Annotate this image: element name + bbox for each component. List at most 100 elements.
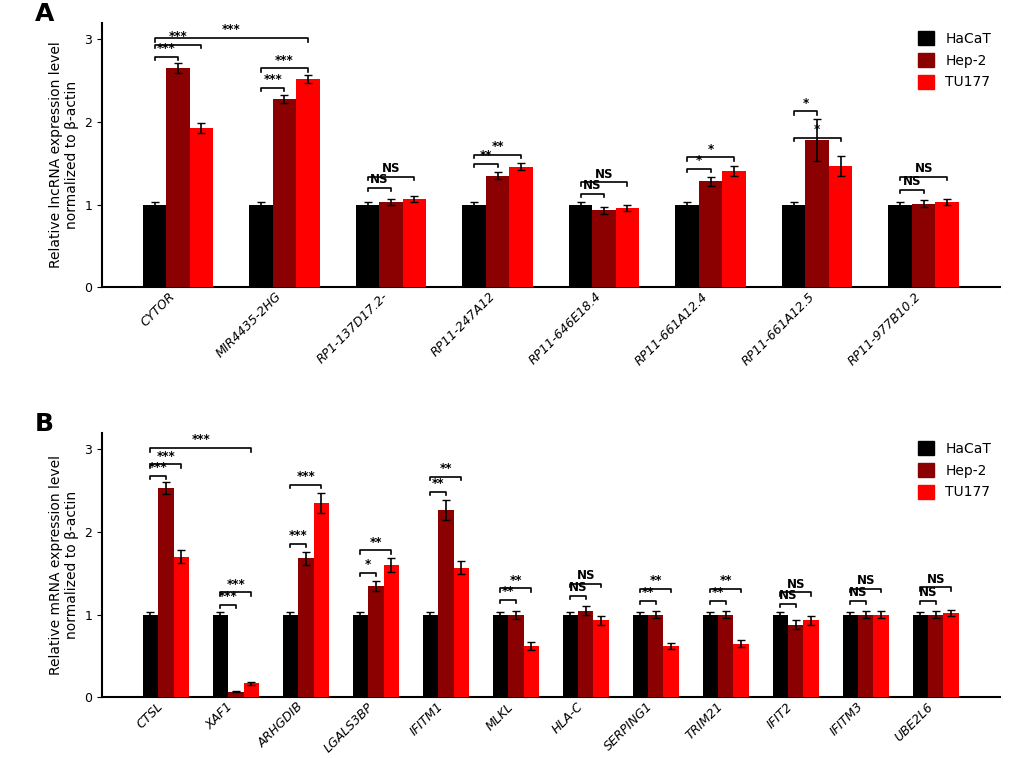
Bar <box>158 488 173 697</box>
Bar <box>298 559 313 697</box>
Bar <box>771 615 788 697</box>
Text: NS: NS <box>569 581 587 594</box>
Bar <box>422 615 438 697</box>
Bar <box>244 683 259 697</box>
Bar <box>788 625 803 697</box>
Bar <box>403 199 426 287</box>
Bar <box>912 615 927 697</box>
Bar <box>562 615 578 697</box>
Text: ***: *** <box>149 461 167 475</box>
Bar <box>166 68 190 287</box>
Text: **: ** <box>431 477 444 490</box>
Bar <box>842 615 857 697</box>
Legend: HaCaT, Hep-2, TU177: HaCaT, Hep-2, TU177 <box>911 436 996 505</box>
Text: NS: NS <box>594 168 612 180</box>
Text: B: B <box>35 412 54 436</box>
Text: ***: *** <box>221 23 240 36</box>
Text: *: * <box>707 143 713 156</box>
Bar <box>353 615 368 697</box>
Text: ***: *** <box>226 578 245 590</box>
Bar <box>717 615 733 697</box>
Text: ***: *** <box>288 529 308 542</box>
Text: ***: *** <box>219 590 237 603</box>
Text: **: ** <box>439 462 451 475</box>
Text: **: ** <box>510 574 522 587</box>
Text: ***: *** <box>156 449 175 462</box>
Text: A: A <box>35 2 54 26</box>
Text: **: ** <box>491 140 503 153</box>
Bar <box>934 202 958 287</box>
Bar <box>803 621 818 697</box>
Y-axis label: Relative lncRNA expression level
normalized to β-actin: Relative lncRNA expression level normali… <box>49 42 78 268</box>
Text: *: * <box>695 155 701 168</box>
Bar <box>943 613 958 697</box>
Text: NS: NS <box>902 175 920 188</box>
Bar <box>805 140 828 287</box>
Text: NS: NS <box>583 179 601 193</box>
Bar <box>438 509 453 697</box>
Bar <box>872 615 888 697</box>
Text: ***: *** <box>157 42 175 55</box>
Legend: HaCaT, Hep-2, TU177: HaCaT, Hep-2, TU177 <box>911 26 996 95</box>
Bar <box>733 644 748 697</box>
Text: **: ** <box>641 586 653 599</box>
Bar <box>143 615 158 697</box>
Bar <box>383 565 398 697</box>
Text: NS: NS <box>848 586 866 599</box>
Bar <box>662 646 679 697</box>
Bar <box>782 205 805 287</box>
Text: **: ** <box>649 575 661 587</box>
Bar <box>143 205 166 287</box>
Text: ***: *** <box>263 74 282 86</box>
Text: NS: NS <box>370 174 388 186</box>
Bar <box>368 586 383 697</box>
Bar <box>698 181 721 287</box>
Bar <box>927 615 943 697</box>
Bar <box>213 615 228 697</box>
Text: **: ** <box>369 536 382 549</box>
Bar <box>453 568 469 697</box>
Bar <box>857 615 872 697</box>
Bar <box>828 166 852 287</box>
Bar <box>721 171 745 287</box>
Text: NS: NS <box>786 578 804 590</box>
Text: NS: NS <box>576 569 594 582</box>
Text: ***: *** <box>297 470 315 484</box>
Text: **: ** <box>711 586 723 599</box>
Bar <box>592 211 615 287</box>
Bar <box>492 615 507 697</box>
Bar <box>507 615 523 697</box>
Bar <box>888 205 911 287</box>
Text: NS: NS <box>779 589 797 603</box>
Text: NS: NS <box>925 573 944 586</box>
Bar <box>228 691 244 697</box>
Bar <box>911 204 934 287</box>
Bar <box>249 205 272 287</box>
Bar <box>313 503 329 697</box>
Bar <box>578 610 593 697</box>
Bar <box>485 176 508 287</box>
Text: **: ** <box>501 585 514 598</box>
Text: *: * <box>365 558 371 571</box>
Bar <box>569 205 592 287</box>
Bar <box>593 621 608 697</box>
Bar <box>190 128 213 287</box>
Bar <box>462 205 485 287</box>
Bar <box>702 615 717 697</box>
Bar <box>272 99 296 287</box>
Bar <box>508 167 532 287</box>
Bar <box>282 615 298 697</box>
Bar <box>296 79 319 287</box>
Text: NS: NS <box>918 586 936 599</box>
Bar <box>379 202 403 287</box>
Text: NS: NS <box>856 575 874 587</box>
Bar <box>647 615 662 697</box>
Text: ***: *** <box>192 433 210 446</box>
Text: NS: NS <box>381 162 399 175</box>
Bar <box>675 205 698 287</box>
Text: NS: NS <box>913 162 932 175</box>
Text: ***: *** <box>168 30 187 43</box>
Bar <box>632 615 647 697</box>
Text: *: * <box>802 96 808 110</box>
Bar <box>356 205 379 287</box>
